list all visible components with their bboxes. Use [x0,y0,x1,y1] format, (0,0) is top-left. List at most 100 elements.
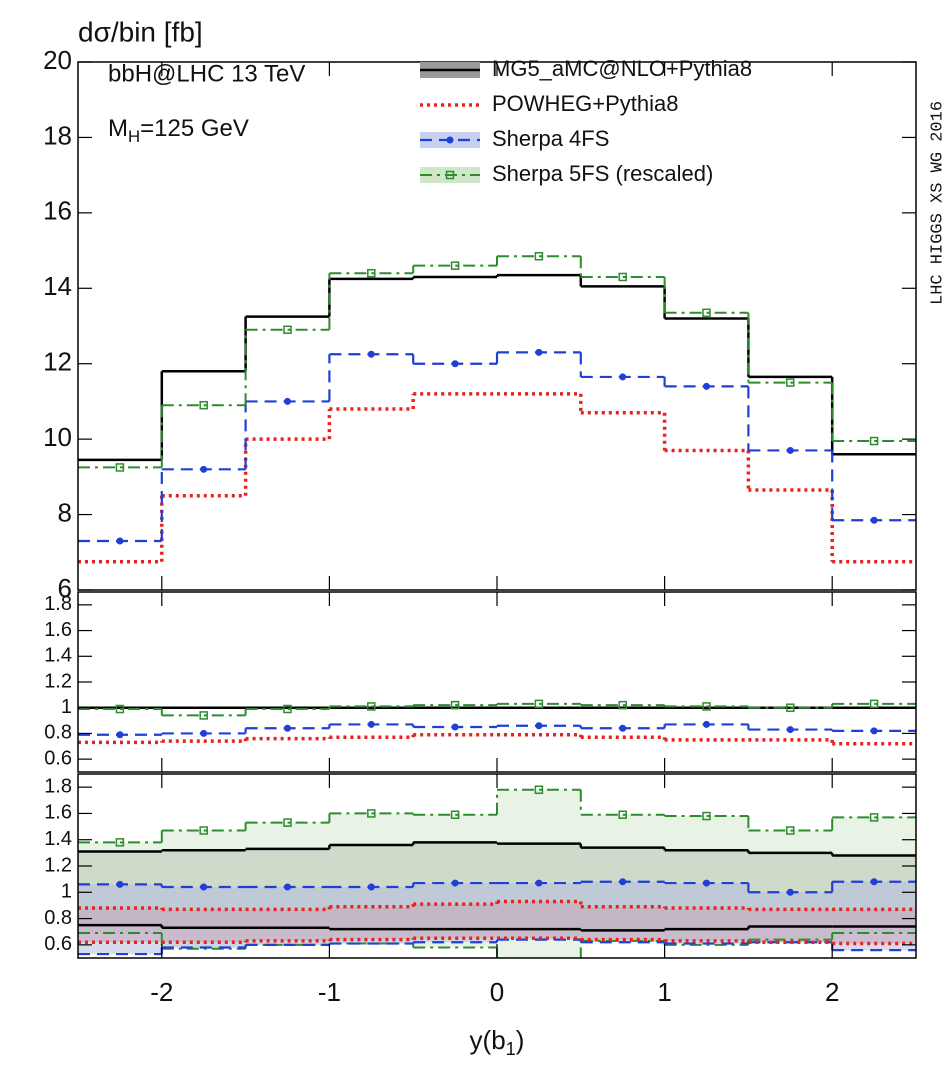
plot-area [78,251,916,564]
y-tick-label: 1.2 [44,670,72,692]
y-tick-label: 1 [61,881,72,903]
marker [199,826,208,835]
marker [200,883,208,891]
marker [283,818,292,827]
y-tick-label: 1.8 [44,775,72,797]
marker [534,251,544,261]
legend-label: MG5_aMC@NLO+Pythia8 [492,56,752,81]
band [580,906,665,940]
marker [786,726,794,734]
marker [869,436,879,446]
marker [284,724,291,732]
marker [534,699,544,709]
marker [703,879,710,887]
y-axis-title: dσ/bin [fb] [78,16,203,47]
y-tick-label: 0.6 [44,747,72,769]
marker [535,348,543,356]
side-label: LHC HIGGS XS WG 2016 [928,101,947,305]
marker [535,879,543,887]
band [245,909,330,941]
marker [870,516,878,524]
marker [199,711,208,720]
text-part: =125 GeV [140,115,249,142]
marker [702,702,711,711]
y-tick-label: 0.8 [44,907,72,929]
y-tick-label: 1.4 [44,645,72,667]
legend-label: Sherpa 5FS (rescaled) [492,161,713,186]
x-tick-label: 1 [657,977,671,1007]
marker [284,883,291,891]
marker [450,810,460,819]
marker [534,785,544,795]
marker [451,360,459,368]
y-tick-label: 1.6 [44,802,72,824]
subscript: 1 [506,1039,516,1059]
marker [367,809,376,818]
plot-area [78,699,916,746]
marker [283,325,292,335]
marker [367,350,375,358]
legend-label: POWHEG+Pythia8 [492,91,678,116]
band [664,908,749,941]
marker [869,699,879,709]
x-axis-title: y(b1) [470,1025,525,1059]
x-tick-label: 2 [825,977,839,1007]
annotation: bbH@LHC 13 TeV [108,60,305,87]
marker [451,879,459,887]
y-tick-label: 20 [43,45,72,75]
y-tick-label: 14 [43,271,72,301]
marker [367,883,375,891]
y-tick-label: 18 [43,120,72,150]
y-tick-label: 1.2 [44,854,72,876]
marker [115,704,125,714]
marker [200,729,208,737]
subscript: H [128,127,140,146]
marker [116,731,124,739]
x-tick-label: 0 [490,977,504,1007]
marker [445,170,455,180]
marker [786,703,795,712]
marker [115,838,125,847]
marker [870,727,878,735]
band [497,901,581,939]
y-tick-label: 8 [58,497,72,527]
text-part: ) [516,1025,525,1055]
marker [367,720,375,728]
band [161,909,246,943]
y-tick-label: 10 [43,422,72,452]
marker [870,878,878,886]
marker [786,826,795,835]
band [329,906,414,940]
marker [703,720,710,728]
marker [535,722,543,730]
marker [786,378,795,387]
text-part: y(b [470,1025,506,1055]
y-tick-label: 1.4 [44,828,72,850]
y-tick-label: 12 [43,347,72,377]
marker [618,272,627,282]
marker [786,446,794,454]
y-tick-label: 1.6 [44,619,72,641]
marker [200,465,208,473]
marker [869,813,879,822]
marker [283,704,292,714]
y-tick-label: 0.6 [44,933,72,955]
marker [116,537,124,545]
marker [619,373,627,381]
marker [451,723,459,731]
marker [446,136,454,144]
marker [619,878,627,886]
frame [77,591,917,773]
annotation: MH=125 GeV [108,115,249,146]
text-part: M [108,115,128,142]
marker [702,308,711,318]
marker [618,810,627,819]
x-tick-label: -1 [318,977,341,1007]
marker [702,811,711,821]
marker [284,397,291,405]
y-tick-label: 0.8 [44,722,72,744]
y-tick-label: 1 [61,696,72,718]
band [413,904,497,939]
marker [450,261,460,270]
